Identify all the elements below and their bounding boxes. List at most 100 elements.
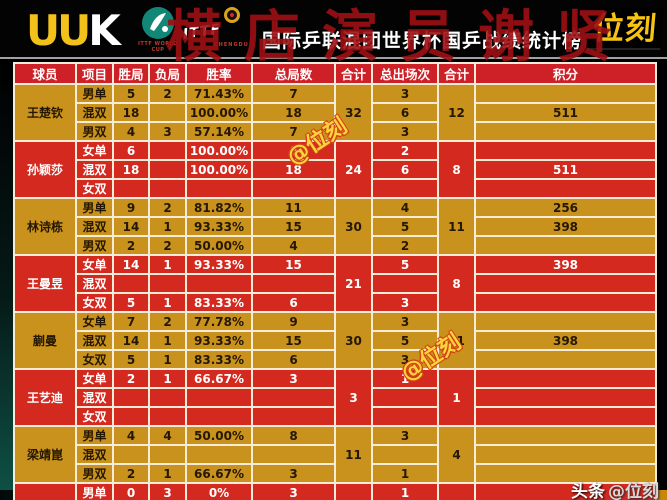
- event-cell: 男单: [75, 425, 114, 446]
- appearances-cell: 3: [371, 121, 439, 142]
- table-row: 混双: [14, 444, 657, 465]
- appearances-cell: 2: [371, 140, 439, 161]
- table-row: 女双: [14, 406, 657, 427]
- losses-cell: [148, 406, 187, 427]
- table-row: 蒯曼 女单 7 2 77.78% 9 30 3 11: [13, 311, 657, 370]
- games-cell: 15: [251, 330, 336, 351]
- wins-cell: 18: [112, 159, 150, 180]
- table-row: 混双 18 100.00% 18 6 511: [14, 159, 657, 180]
- chengdu-label: CHENGDU: [214, 42, 249, 48]
- losses-cell: 2: [148, 235, 187, 256]
- event-cell: 混双: [75, 273, 114, 294]
- points-cell: 511: [474, 102, 657, 123]
- ittf-world-cup-label: ITTF WORLD CUP: [138, 41, 178, 53]
- event-cell: 混双: [75, 444, 114, 465]
- games-cell: [251, 406, 336, 427]
- table-row: 王艺迪 女单 2 1 66.67% 3 3 1 1: [13, 368, 657, 427]
- event-cell: 女双: [75, 178, 114, 199]
- table-row: 混双 14 1 93.33% 15 5 398: [14, 330, 657, 351]
- games-cell: 7: [251, 121, 336, 142]
- losses-cell: 1: [148, 254, 187, 275]
- points-cell: [474, 349, 657, 370]
- column-header-8: 合计: [437, 62, 476, 85]
- games-cell: 6: [251, 349, 336, 370]
- wins-cell: [112, 387, 150, 408]
- total-games-cell: 24: [334, 140, 373, 199]
- appearances-cell: [371, 444, 439, 465]
- points-cell: [474, 368, 657, 389]
- winrate-cell: 57.14%: [185, 121, 253, 142]
- games-cell: 9: [251, 311, 336, 332]
- wins-cell: 5: [112, 292, 150, 313]
- wins-cell: 14: [112, 254, 150, 275]
- wins-cell: 2: [112, 368, 150, 389]
- appearances-cell: 2: [371, 235, 439, 256]
- event-cell: 女双: [75, 406, 114, 427]
- points-cell: 398: [474, 254, 657, 275]
- wins-cell: 5: [112, 83, 150, 104]
- player-name: 林诗栋: [13, 197, 77, 256]
- winrate-cell: [185, 387, 253, 408]
- wins-cell: 9: [112, 197, 150, 218]
- wins-cell: [112, 406, 150, 427]
- column-header-9: 积分: [474, 62, 657, 85]
- table-row: 孙颖莎 女单 6 100.00% 6 24 2 8: [13, 140, 657, 199]
- event-cell: 混双: [75, 159, 114, 180]
- points-cell: [474, 444, 657, 465]
- left-gradient-strip: [0, 60, 13, 490]
- event-cell: 男双: [75, 121, 114, 142]
- winrate-cell: 50.00%: [185, 235, 253, 256]
- games-cell: 7: [251, 83, 336, 104]
- points-cell: [474, 406, 657, 427]
- losses-cell: 1: [148, 292, 187, 313]
- appearances-cell: 1: [371, 482, 439, 500]
- winrate-cell: [185, 178, 253, 199]
- table-row: 女双 5 1 83.33% 6 3: [14, 292, 657, 313]
- games-cell: 4: [251, 235, 336, 256]
- appearances-cell: [371, 406, 439, 427]
- ittf-world-cup-icon: [142, 7, 174, 39]
- uuk-logo-uu: UU: [26, 6, 91, 55]
- games-cell: 8: [251, 425, 336, 446]
- total-games-cell: 11: [334, 425, 373, 484]
- wins-cell: 0: [112, 482, 150, 500]
- losses-cell: 1: [148, 330, 187, 351]
- points-cell: [474, 311, 657, 332]
- losses-cell: 3: [148, 482, 187, 500]
- points-cell: 511: [474, 159, 657, 180]
- event-cell: 女双: [75, 349, 114, 370]
- losses-cell: [148, 102, 187, 123]
- total-games-cell: 3: [334, 368, 373, 427]
- column-header-7: 总出场次: [371, 62, 439, 85]
- games-cell: [251, 273, 336, 294]
- page-title: 国际乒联混团世界杯国乒战绩统计榜: [261, 30, 582, 52]
- column-header-0: 球员: [13, 62, 77, 85]
- player-name: 徐瑛彬: [13, 482, 77, 500]
- total-games-cell: 30: [334, 197, 373, 256]
- losses-cell: 3: [148, 121, 187, 142]
- losses-cell: 1: [148, 349, 187, 370]
- points-cell: [474, 235, 657, 256]
- points-cell: [474, 140, 657, 161]
- header-bar: UUK ITTF WORLD CUP ITTF CHENGDU 国际乒联混团世界…: [0, 0, 667, 58]
- event-cell: 混双: [75, 387, 114, 408]
- appearances-cell: 5: [371, 216, 439, 237]
- wins-cell: 2: [112, 463, 150, 484]
- table-row: 男双 2 1 66.67% 3 1: [14, 463, 657, 484]
- event-cell: 混双: [75, 216, 114, 237]
- games-cell: 3: [251, 482, 336, 500]
- games-cell: 15: [251, 216, 336, 237]
- total-games-cell: 32: [334, 83, 373, 142]
- total-appearances-cell: 1: [437, 482, 476, 500]
- losses-cell: 2: [148, 83, 187, 104]
- total-games-cell: 21: [334, 254, 373, 313]
- winrate-cell: 93.33%: [185, 254, 253, 275]
- player-name: 梁靖崑: [13, 425, 77, 484]
- losses-cell: 1: [148, 216, 187, 237]
- games-cell: [251, 178, 336, 199]
- appearances-cell: [371, 387, 439, 408]
- event-cell: 男单: [75, 197, 114, 218]
- winrate-cell: 83.33%: [185, 349, 253, 370]
- wins-cell: 5: [112, 349, 150, 370]
